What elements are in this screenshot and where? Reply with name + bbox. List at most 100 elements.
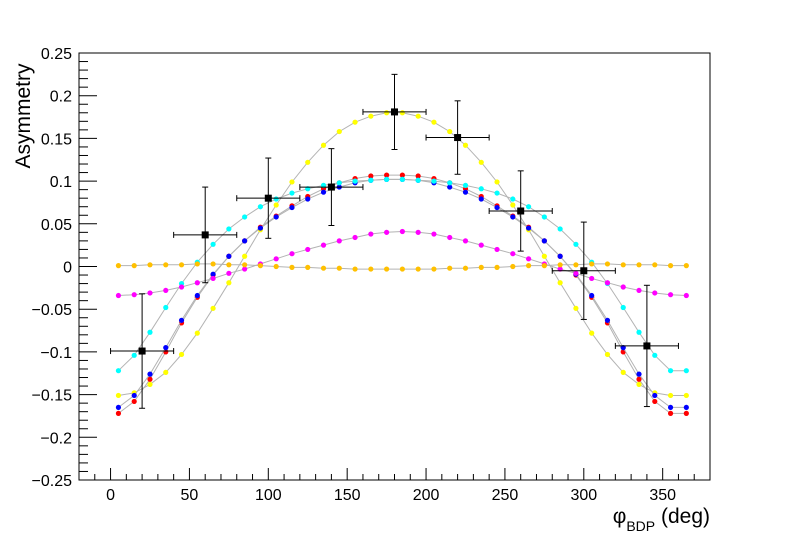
curve-1-marker [147, 381, 153, 387]
curve-4-marker [636, 329, 642, 335]
curve-6-marker [494, 264, 500, 270]
curve-3-marker [305, 196, 311, 202]
x-tick-label: 0 [106, 487, 115, 504]
curve-1-marker [604, 351, 611, 358]
curve-2-marker [131, 398, 137, 405]
curve-5-marker [368, 231, 374, 237]
curve-5-marker [352, 234, 358, 241]
curve-6-marker [115, 263, 122, 269]
curve-6-marker [589, 261, 595, 267]
curve-6-marker [368, 266, 374, 272]
curve-4-marker [573, 241, 579, 247]
y-tick-label: −0.2 [40, 430, 72, 447]
x-tick-label: 350 [649, 487, 676, 504]
data-point-marker [391, 108, 398, 116]
curve-4-marker [289, 190, 295, 196]
curve-6-marker [431, 266, 437, 272]
curve-3-marker [447, 184, 453, 190]
curve-3-marker [273, 214, 279, 220]
curve-5-marker [652, 290, 658, 296]
curve-5-marker [683, 292, 689, 299]
curve-1-marker [352, 119, 358, 125]
curve-1-marker [210, 305, 216, 311]
curve-4-marker [683, 368, 689, 374]
model-curves [115, 110, 689, 416]
curve-4-marker [352, 178, 358, 184]
curve-6-marker [242, 262, 248, 268]
curve-3-marker [210, 271, 216, 277]
curve-1-marker [620, 369, 626, 375]
y-tick-label: −0.05 [32, 302, 73, 319]
curve-6-marker [478, 264, 484, 270]
curve-1-marker [478, 159, 484, 165]
y-tick-label: 0.2 [50, 89, 72, 106]
x-axis-label-unit: (deg) [655, 505, 710, 528]
curve-1-marker [163, 369, 169, 375]
curve-1-marker [178, 351, 185, 358]
curve-6-marker [131, 263, 137, 269]
curve-6-marker [667, 263, 674, 269]
curve-4-marker [620, 304, 626, 311]
curve-6-marker [462, 265, 469, 271]
curve-4-marker [415, 177, 421, 183]
curve-2-marker [399, 172, 405, 178]
curve-6-marker [320, 265, 327, 271]
x-tick-label: 250 [492, 487, 519, 504]
curve-2-marker [652, 398, 658, 405]
curve-1-marker [541, 253, 547, 259]
curve-4-marker [652, 352, 658, 358]
y-tick-label: 0.1 [50, 174, 72, 191]
curve-4-marker [115, 368, 122, 374]
curve-4-marker [384, 176, 390, 182]
curve-6-marker [557, 262, 563, 268]
curve-2-marker [368, 173, 374, 179]
curve-2-marker [384, 172, 390, 178]
curve-1-marker [415, 113, 421, 119]
curve-1-marker [494, 179, 500, 185]
curve-3-marker [652, 392, 658, 399]
curve-5-marker [131, 292, 137, 298]
curve-1-marker [115, 392, 122, 399]
curve-4-marker [557, 226, 563, 232]
curve-2-marker [667, 410, 674, 416]
curve-3-marker [557, 253, 563, 259]
curve-5-marker [242, 266, 248, 272]
curve-3-marker [320, 189, 327, 195]
curve-5-marker [336, 238, 342, 244]
curve-3-marker [131, 392, 137, 399]
x-axis-label: φBDP (deg) [613, 505, 710, 534]
curve-5-marker [415, 229, 421, 235]
curve-line-3 [118, 178, 687, 408]
curve-5-marker [478, 242, 484, 248]
curve-6-marker [652, 262, 658, 268]
y-tick-label: 0.15 [41, 131, 72, 148]
data-point-marker [517, 207, 525, 215]
curve-4-marker [336, 180, 342, 186]
curve-2-marker [115, 410, 122, 416]
curve-3-marker [604, 317, 611, 323]
curve-1-marker [589, 330, 595, 336]
y-tick-label: 0 [63, 260, 72, 277]
curve-5-marker [510, 251, 516, 257]
data-point-marker [327, 183, 335, 191]
curve-3-marker [589, 292, 595, 299]
data-point-marker [643, 342, 651, 350]
curve-5-marker [462, 238, 469, 244]
curve-3-marker [226, 253, 232, 259]
curve-4-marker [242, 214, 248, 220]
curve-1-marker [557, 280, 563, 286]
curve-1-marker [336, 128, 342, 135]
curve-6-marker [289, 264, 295, 270]
data-point-marker [454, 134, 462, 142]
curve-1-marker [431, 119, 437, 125]
curve-line-1 [118, 112, 687, 396]
curve-3-marker [667, 404, 674, 411]
curve-1-marker [305, 159, 311, 165]
curve-5-marker [399, 228, 405, 235]
curve-6-marker [415, 266, 421, 272]
curve-3-marker [163, 345, 169, 351]
curve-5-marker [320, 242, 327, 248]
curve-1-marker [510, 202, 516, 208]
curve-5-marker [194, 280, 200, 286]
curve-6-marker [226, 262, 232, 268]
